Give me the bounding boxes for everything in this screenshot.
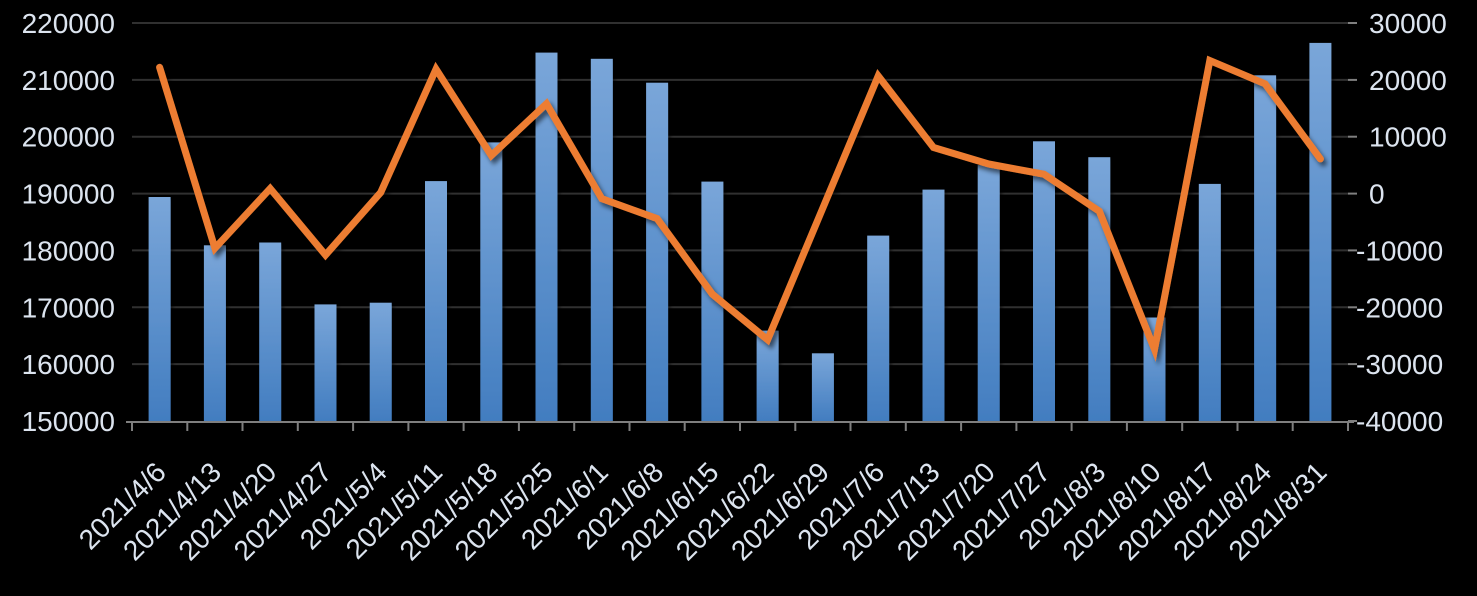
right-axis-tick-label: 20000: [1369, 65, 1447, 96]
bar-2021/7/13: [922, 189, 945, 421]
right-axis-tick-label: 10000: [1369, 122, 1447, 153]
bar-2021/7/6: [867, 235, 890, 421]
bar-2021/5/4: [369, 302, 392, 421]
bar-2021/4/27: [314, 304, 337, 421]
bar-2021/4/6: [148, 197, 171, 421]
left-axis-tick-label: 150000: [22, 406, 115, 437]
left-axis-tick-label: 170000: [22, 292, 115, 323]
right-axis-tick-label: 30000: [1369, 8, 1447, 39]
right-axis-tick-label: -10000: [1356, 235, 1443, 266]
right-axis-tick-label: -40000: [1356, 406, 1443, 437]
left-axis-tick-label: 190000: [22, 179, 115, 210]
bar-2021/7/27: [1033, 141, 1055, 422]
right-axis-tick-label: 0: [1369, 179, 1385, 210]
bar-2021/8/3: [1088, 157, 1111, 421]
bar-2021/6/8: [646, 82, 669, 421]
left-axis-tick-label: 200000: [22, 122, 115, 153]
bar-2021/6/29: [811, 353, 834, 421]
bar-2021/6/22: [756, 330, 779, 421]
left-axis-tick-label: 180000: [22, 235, 115, 266]
bar-2021/8/17: [1198, 183, 1221, 421]
bar-2021/6/15: [701, 181, 724, 421]
bar-2021/6/1: [590, 58, 613, 422]
left-axis-tick-label: 160000: [22, 349, 115, 380]
right-axis-tick-label: -30000: [1356, 349, 1443, 380]
bar-2021/5/18: [480, 142, 503, 421]
bar-2021/5/25: [535, 52, 558, 421]
left-axis-tick-label: 210000: [22, 65, 115, 96]
bar-2021/8/31: [1309, 42, 1332, 422]
bar-2021/4/13: [203, 245, 226, 421]
bar-2021/7/20: [977, 165, 1000, 421]
bar-2021/4/20: [259, 242, 282, 421]
trend-line: [156, 55, 1324, 362]
left-axis-tick-label: 220000: [22, 8, 115, 39]
bar-2021/8/24: [1254, 75, 1277, 422]
right-axis-tick-label: -20000: [1356, 292, 1443, 323]
bar-2021/5/11: [425, 181, 447, 421]
